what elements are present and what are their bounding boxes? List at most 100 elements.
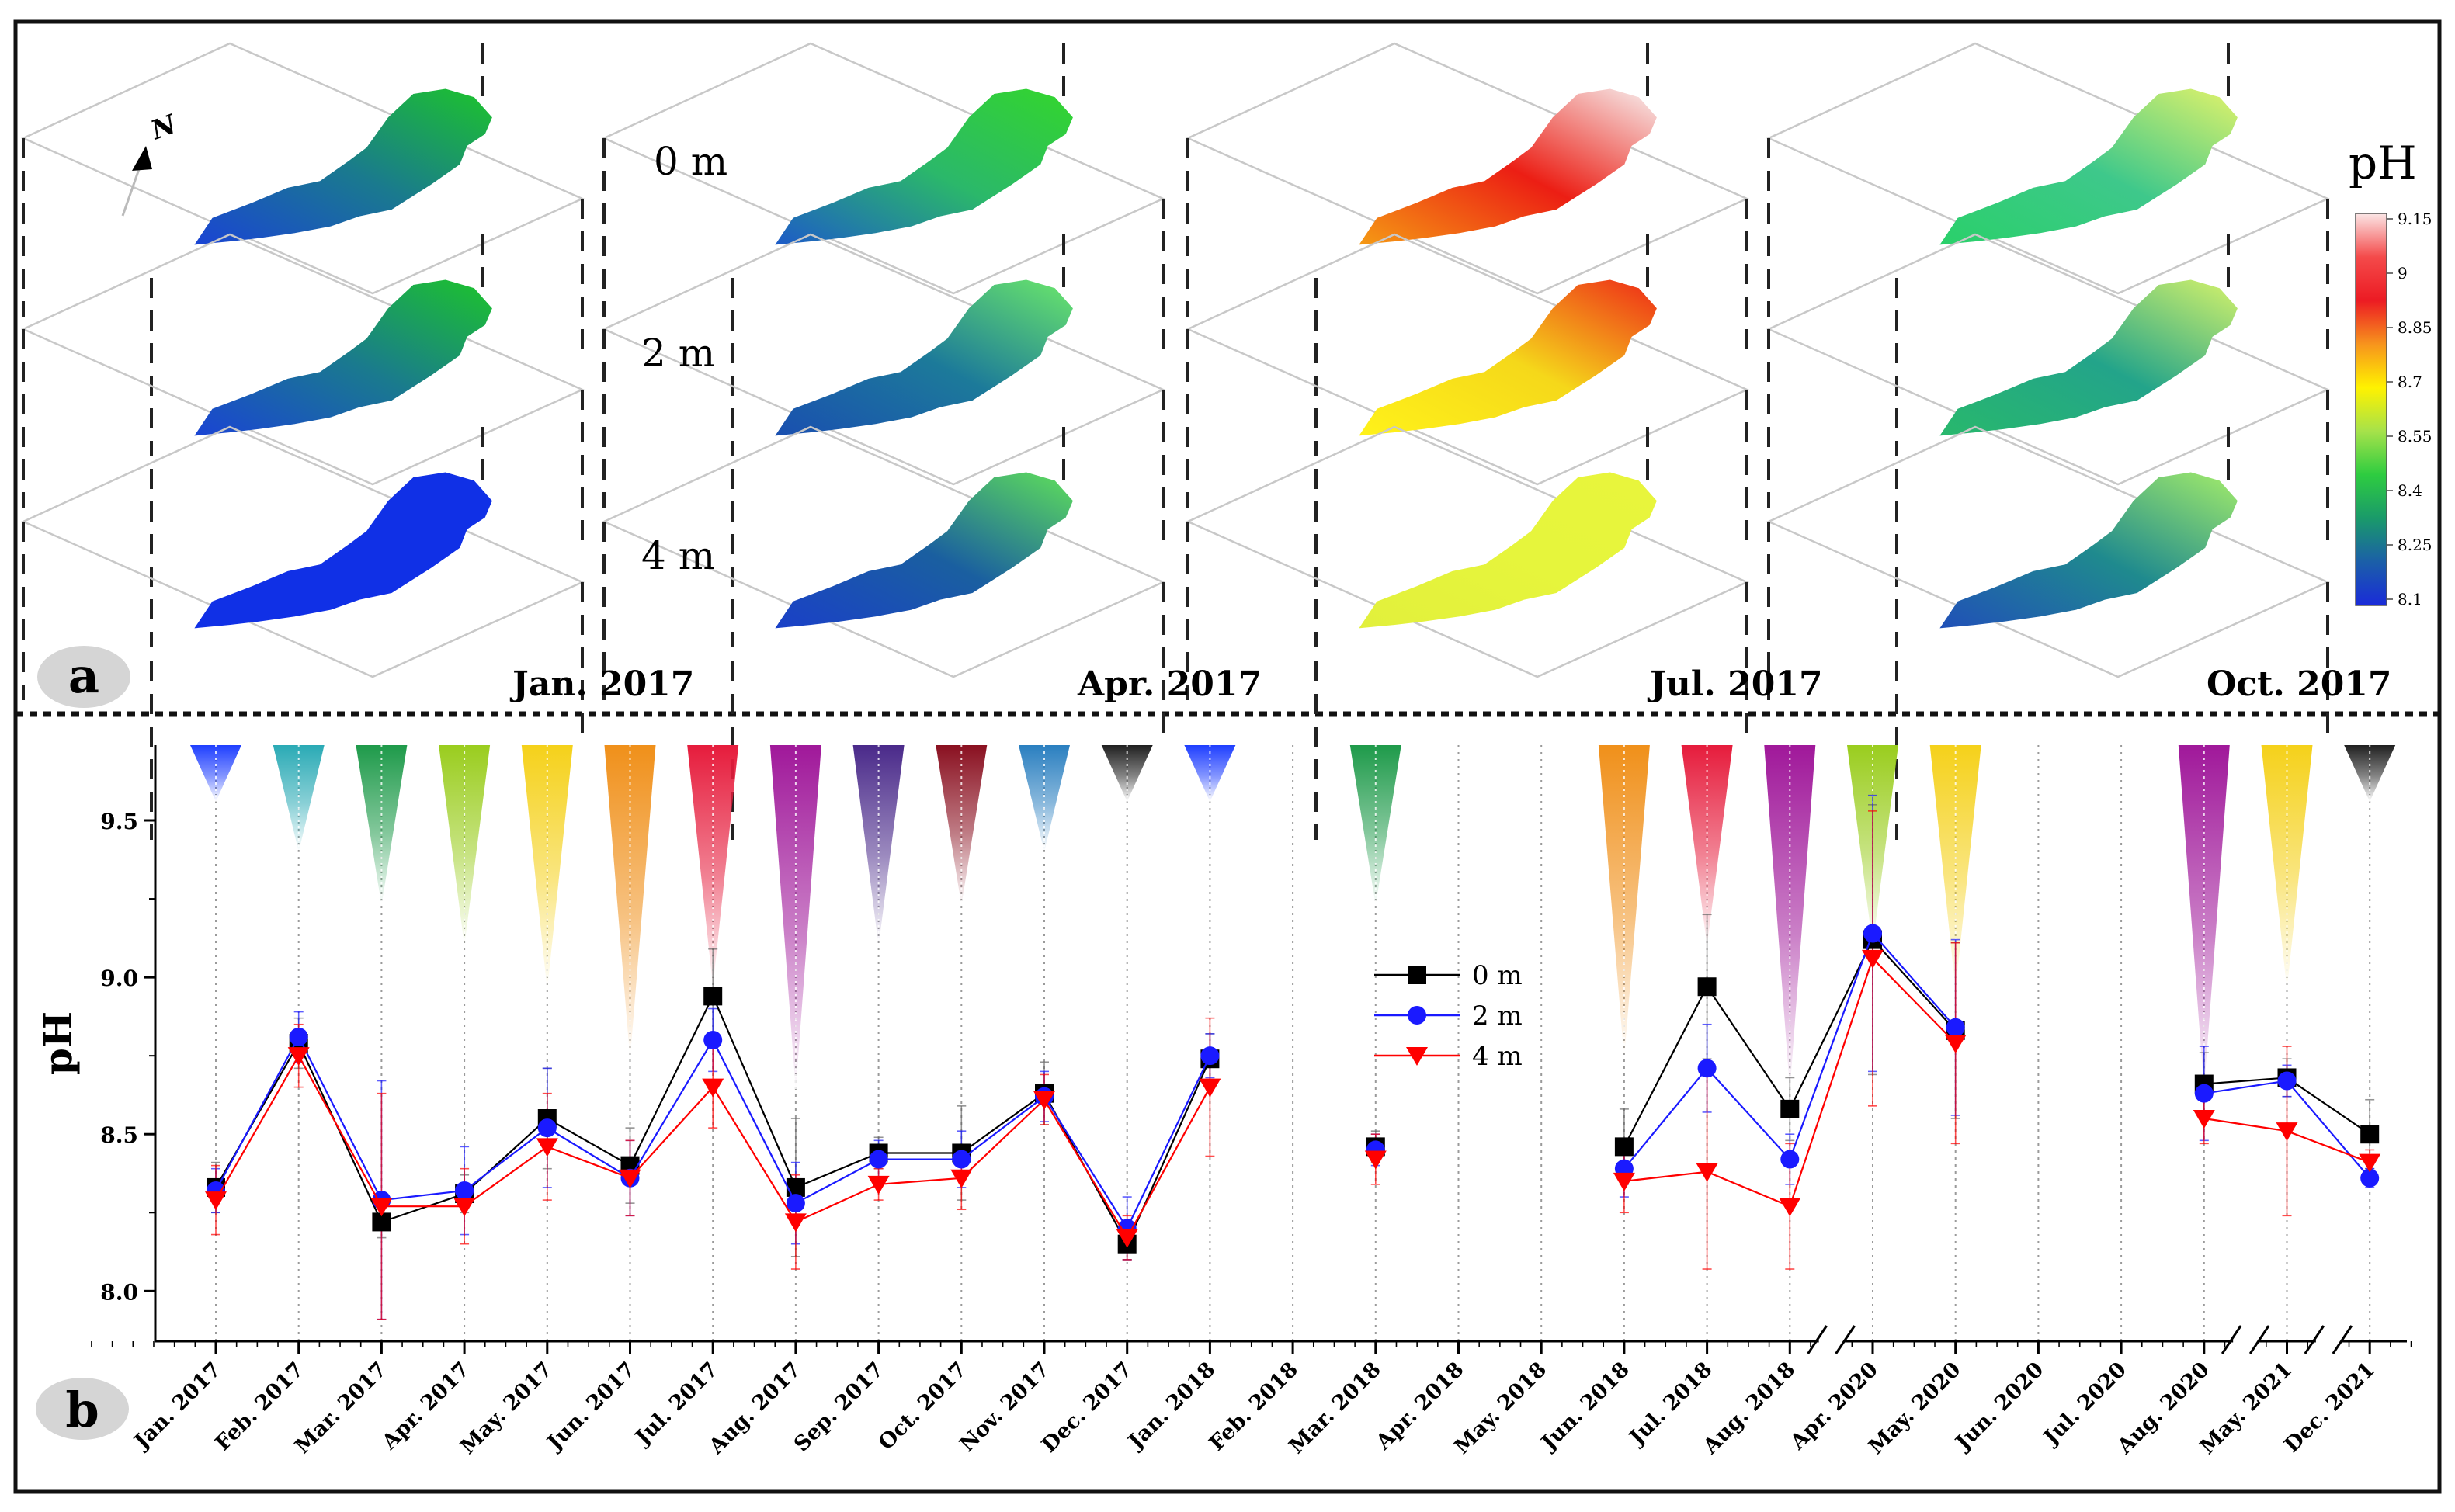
map-layer-plane <box>1766 425 2331 678</box>
data-point <box>370 1198 393 1217</box>
lake-ph-surface <box>775 88 1073 245</box>
axis-break-mark <box>1807 1325 1828 1354</box>
lake-ph-surface <box>1939 279 2238 436</box>
data-point <box>703 987 723 1006</box>
data-point <box>1780 1150 1800 1169</box>
lake-ph-surface <box>194 472 492 629</box>
cone-indicators <box>190 745 2396 1091</box>
y-tick-label: 9.5 <box>100 809 138 834</box>
data-point <box>702 1078 724 1098</box>
series-group <box>205 794 2381 1320</box>
data-point <box>287 1047 310 1066</box>
data-point <box>1697 1059 1717 1078</box>
data-point <box>2193 1110 2215 1129</box>
data-point <box>537 1118 557 1138</box>
axis-breaks <box>1807 1325 2353 1354</box>
data-point <box>289 1027 308 1046</box>
month-label-oct-2017: Oct. 2017 <box>2207 664 2392 704</box>
north-label: N <box>146 109 182 147</box>
data-point <box>453 1198 476 1217</box>
legend: 0 m 2 m 4 m <box>1374 960 1523 1072</box>
axes <box>154 745 2407 1343</box>
data-point <box>952 1150 971 1169</box>
lake-ph-surface <box>775 279 1073 436</box>
lake-ph-surface <box>1939 472 2238 629</box>
map-layer-plane <box>20 233 585 486</box>
map-layer-plane <box>1185 233 1750 486</box>
map-column <box>1185 42 1750 840</box>
cone-indicator <box>769 745 821 1091</box>
cone-indicator <box>687 745 739 987</box>
map-layer-plane <box>1766 233 2331 486</box>
data-point <box>1199 1078 1221 1098</box>
colorbar-gradient <box>2355 213 2387 606</box>
colorbar-tick-label: 8.1 <box>2398 590 2422 609</box>
x-tick-label: Jun. 2018 <box>1536 1358 1634 1456</box>
figure-border <box>13 19 2442 1494</box>
depth-label-0m: 0 m <box>654 139 727 184</box>
y-tick-label: 8.5 <box>100 1122 138 1148</box>
x-tick-label: Jun. 2020 <box>1950 1358 2049 1456</box>
lake-ph-surface <box>1359 88 1657 245</box>
colorbar: pH 9.15 9 8.85 8.7 8.55 8.4 8.25 8.1 <box>2349 137 2432 609</box>
data-point <box>1779 1198 1801 1217</box>
y-ticks: 8.0 8.5 9.0 9.5 <box>100 809 155 1305</box>
panel-a-label: a <box>68 647 99 704</box>
colorbar-tick-label: 8.55 <box>2398 427 2432 446</box>
data-point <box>1697 977 1717 997</box>
colorbar-tick-label: 8.4 <box>2398 481 2422 500</box>
axis-break-mark <box>2248 1325 2270 1354</box>
axis-break-mark <box>2221 1325 2242 1354</box>
lake-ph-surface <box>194 279 492 436</box>
cone-indicator <box>1184 745 1236 802</box>
cone-indicator <box>190 745 241 802</box>
map-layer-plane <box>1766 42 2331 295</box>
colorbar-tick-label: 9 <box>2398 264 2408 283</box>
month-label-jan-2017: Jan. 2017 <box>509 664 694 704</box>
data-point <box>1614 1137 1634 1157</box>
data-point <box>2360 1168 2380 1188</box>
map-layer-plane <box>20 42 585 295</box>
data-point <box>1862 949 1884 969</box>
legend-label: 2 m <box>1472 1000 1523 1032</box>
map-layer-plane <box>1185 42 1750 295</box>
data-point <box>1408 1006 1426 1025</box>
colorbar-title: pH <box>2349 137 2417 189</box>
series-4m <box>205 949 2381 1248</box>
y-tick-label: 9.0 <box>100 966 138 991</box>
data-point <box>784 1213 807 1233</box>
axis-break-mark <box>2304 1325 2325 1354</box>
colorbar-tick-label: 8.25 <box>2398 536 2432 554</box>
lake-ph-surface <box>775 472 1073 629</box>
y-tick-label: 8.0 <box>100 1279 138 1305</box>
map-column <box>20 42 585 840</box>
map-layer-plane <box>20 425 585 678</box>
data-point <box>2276 1122 2298 1142</box>
data-point <box>950 1169 973 1188</box>
colorbar-tick-label: 8.85 <box>2398 318 2432 337</box>
lake-ph-surface <box>1939 88 2238 245</box>
x-tick-label: Jun. 2017 <box>542 1358 641 1456</box>
north-arrow-icon <box>132 146 152 171</box>
data-point <box>619 1169 641 1188</box>
cone-indicator <box>1764 745 1816 1091</box>
data-point <box>205 1191 227 1211</box>
data-point <box>1863 924 1882 943</box>
series-0m <box>207 930 2380 1254</box>
data-point <box>1613 1172 1635 1191</box>
data-point <box>1946 1018 1965 1037</box>
data-point <box>455 1181 474 1200</box>
depth-map-grid <box>20 42 2331 840</box>
data-point <box>869 1150 888 1169</box>
cone-indicator <box>2261 745 2313 990</box>
cone-indicator <box>2344 745 2396 802</box>
data-point <box>1116 1229 1138 1248</box>
map-column <box>601 42 1166 840</box>
cone-indicator <box>1101 745 1153 802</box>
data-point <box>2194 1084 2214 1103</box>
cone-indicator <box>2178 745 2230 1091</box>
cone-indicator <box>521 745 573 990</box>
x-tick-label: Sep. 2017 <box>790 1358 889 1457</box>
